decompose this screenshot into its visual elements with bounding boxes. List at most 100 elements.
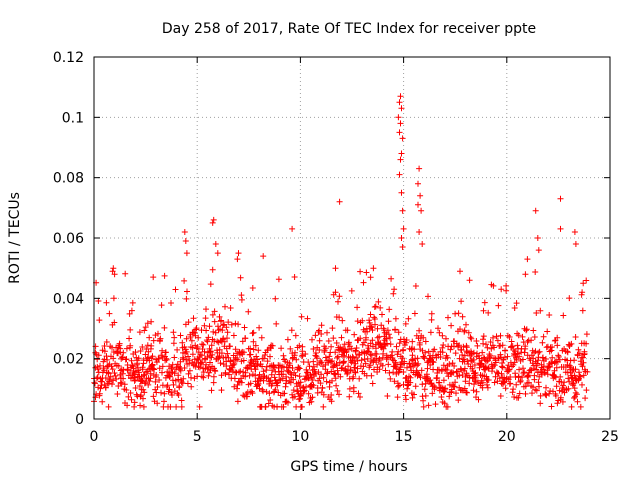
- data-point: [95, 298, 102, 304]
- data-point: [571, 357, 578, 364]
- data-point: [198, 352, 205, 359]
- data-point: [404, 385, 411, 392]
- data-point: [420, 334, 427, 341]
- data-point: [459, 313, 466, 320]
- y-tick-label: 0.04: [53, 291, 84, 307]
- data-point: [194, 344, 201, 350]
- data-point: [256, 385, 263, 392]
- data-point: [161, 272, 168, 279]
- data-point: [536, 348, 543, 355]
- data-point: [544, 328, 551, 335]
- data-point: [425, 402, 432, 409]
- data-point: [384, 340, 390, 347]
- data-point: [224, 329, 231, 336]
- data-point: [309, 377, 316, 383]
- data-point: [397, 364, 404, 371]
- data-point: [169, 392, 175, 398]
- data-point: [371, 316, 378, 322]
- data-point: [418, 207, 425, 214]
- data-point: [212, 368, 219, 375]
- data-point: [405, 315, 412, 322]
- data-point: [525, 379, 532, 386]
- data-point: [568, 403, 575, 410]
- data-point: [398, 150, 405, 157]
- chart-title: Day 258 of 2017, Rate Of TEC Index for r…: [162, 21, 536, 37]
- data-point: [328, 392, 335, 398]
- data-point: [523, 327, 530, 334]
- data-point: [429, 390, 436, 397]
- data-point: [173, 403, 180, 410]
- data-point: [334, 354, 341, 361]
- data-point: [338, 334, 345, 341]
- data-point: [508, 338, 515, 345]
- data-point: [412, 283, 419, 289]
- data-point: [111, 370, 118, 376]
- data-point: [440, 342, 447, 348]
- data-point: [177, 358, 184, 365]
- data-point: [264, 358, 271, 365]
- data-point: [433, 354, 440, 361]
- data-point: [287, 345, 294, 352]
- data-point: [270, 363, 277, 370]
- y-tick-label: 0.12: [53, 50, 84, 66]
- data-point: [182, 238, 189, 244]
- data-point: [359, 317, 366, 324]
- data-point: [262, 403, 269, 410]
- data-point: [419, 381, 426, 388]
- data-point: [161, 324, 168, 331]
- data-point: [397, 120, 404, 127]
- data-point: [532, 269, 539, 275]
- data-point: [227, 358, 234, 365]
- data-point: [395, 348, 402, 355]
- data-point: [174, 346, 181, 353]
- data-point: [531, 334, 538, 340]
- data-point: [319, 385, 326, 392]
- data-point: [427, 329, 434, 336]
- data-point: [438, 394, 445, 400]
- data-point: [379, 354, 386, 361]
- data-point: [151, 366, 158, 373]
- data-point: [488, 345, 495, 352]
- data-point: [161, 390, 168, 397]
- data-point: [288, 327, 295, 334]
- data-point: [218, 387, 225, 394]
- data-point: [485, 309, 492, 316]
- data-point: [218, 317, 225, 324]
- data-point: [479, 349, 486, 356]
- x-tick-label: 15: [395, 429, 413, 445]
- data-point: [280, 352, 287, 359]
- data-point: [379, 311, 385, 318]
- data-point: [280, 371, 287, 378]
- data-point: [469, 358, 476, 365]
- data-point: [376, 366, 383, 373]
- data-point: [260, 388, 266, 395]
- data-point: [402, 392, 409, 399]
- data-point: [328, 343, 335, 350]
- data-point: [125, 393, 132, 400]
- data-point: [575, 346, 582, 353]
- data-point: [142, 324, 149, 331]
- data-point: [307, 371, 314, 378]
- data-point: [117, 371, 124, 378]
- data-point: [333, 340, 340, 346]
- data-point: [376, 355, 383, 362]
- data-point: [190, 315, 197, 322]
- data-point: [531, 376, 538, 383]
- data-point: [557, 225, 564, 232]
- data-point: [468, 335, 475, 342]
- data-point: [203, 337, 210, 344]
- data-point: [411, 310, 418, 317]
- data-point: [366, 319, 373, 326]
- data-point: [491, 379, 498, 386]
- data-point: [420, 354, 427, 360]
- y-tick-label: 0.02: [53, 352, 84, 368]
- data-point: [185, 319, 192, 326]
- x-axis-label: GPS time / hours: [290, 459, 407, 475]
- data-point: [384, 327, 391, 334]
- data-point: [152, 332, 159, 339]
- data-point: [378, 322, 385, 329]
- data-point: [444, 354, 451, 361]
- data-point: [128, 396, 135, 403]
- data-point: [566, 295, 573, 302]
- data-point: [572, 334, 579, 340]
